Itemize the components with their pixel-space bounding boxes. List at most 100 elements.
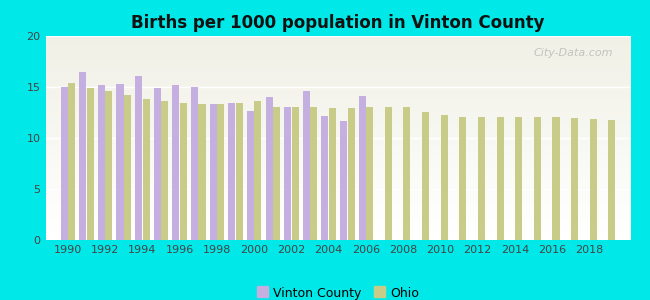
Bar <box>46 169 630 171</box>
Bar <box>46 52 630 54</box>
Bar <box>46 232 630 234</box>
Bar <box>46 158 630 160</box>
Bar <box>46 91 630 93</box>
Bar <box>46 69 630 71</box>
Bar <box>366 107 373 240</box>
Bar <box>46 87 630 89</box>
Bar <box>46 71 630 73</box>
Bar <box>46 77 630 79</box>
Bar <box>46 61 630 62</box>
Bar <box>180 103 187 240</box>
Bar <box>46 181 630 183</box>
Bar <box>46 156 630 158</box>
Bar <box>329 108 336 240</box>
Bar <box>46 128 630 130</box>
Bar <box>46 164 630 166</box>
Bar <box>46 177 630 179</box>
Bar <box>46 85 630 87</box>
Bar <box>46 171 630 173</box>
Bar <box>46 191 630 193</box>
Bar <box>46 110 630 112</box>
Bar <box>254 101 261 240</box>
Bar <box>46 167 630 169</box>
Bar <box>46 218 630 220</box>
Bar <box>46 207 630 209</box>
Bar <box>46 236 630 238</box>
Bar <box>247 112 254 240</box>
Bar <box>46 152 630 154</box>
Bar <box>46 64 630 67</box>
Bar <box>116 84 124 240</box>
Bar <box>198 104 205 240</box>
Bar <box>46 146 630 148</box>
Bar <box>46 89 630 91</box>
Bar <box>441 115 448 240</box>
Bar <box>46 46 630 48</box>
Bar <box>236 103 243 240</box>
Bar <box>105 91 112 240</box>
Bar <box>154 88 161 240</box>
Bar <box>460 117 466 240</box>
Bar <box>46 197 630 199</box>
Bar <box>46 36 630 38</box>
Bar <box>46 215 630 217</box>
Bar <box>46 101 630 103</box>
Bar <box>321 116 328 240</box>
Bar <box>590 118 597 240</box>
Legend: Vinton County, Ohio: Vinton County, Ohio <box>253 283 423 300</box>
Bar <box>46 126 630 128</box>
Bar <box>46 93 630 95</box>
Bar <box>79 72 86 240</box>
Bar <box>46 187 630 189</box>
Bar <box>571 118 578 240</box>
Bar <box>292 107 299 240</box>
Bar <box>46 226 630 228</box>
Bar <box>46 195 630 197</box>
Bar <box>46 199 630 201</box>
Bar <box>46 185 630 187</box>
Bar <box>46 75 630 77</box>
Bar <box>46 201 630 203</box>
Bar <box>46 99 630 101</box>
Bar <box>46 83 630 85</box>
Bar <box>46 134 630 136</box>
Bar <box>46 118 630 120</box>
Bar <box>210 104 216 240</box>
Bar <box>60 87 68 240</box>
Bar <box>46 183 630 185</box>
Bar <box>46 205 630 207</box>
Bar <box>46 73 630 75</box>
Bar <box>46 58 630 61</box>
Bar <box>46 56 630 58</box>
Bar <box>608 120 616 240</box>
Bar <box>422 112 429 240</box>
Bar <box>46 173 630 175</box>
Bar <box>46 50 630 52</box>
Bar <box>46 120 630 122</box>
Bar <box>46 113 630 116</box>
Bar <box>46 116 630 118</box>
Bar <box>46 144 630 146</box>
Bar <box>46 138 630 140</box>
Bar <box>86 88 94 240</box>
Bar <box>266 97 272 240</box>
Bar <box>46 189 630 191</box>
Bar <box>46 97 630 99</box>
Bar <box>46 112 630 113</box>
Bar <box>46 62 630 64</box>
Bar <box>46 142 630 144</box>
Bar <box>552 117 560 240</box>
Bar <box>46 160 630 163</box>
Bar <box>385 107 392 240</box>
Bar <box>404 107 410 240</box>
Bar <box>124 95 131 240</box>
Bar <box>46 193 630 195</box>
Bar <box>46 175 630 177</box>
Bar <box>46 224 630 226</box>
Bar <box>46 154 630 156</box>
Bar <box>46 214 630 215</box>
Bar <box>46 136 630 138</box>
Bar <box>46 79 630 81</box>
Bar <box>46 38 630 40</box>
Bar <box>46 124 630 126</box>
